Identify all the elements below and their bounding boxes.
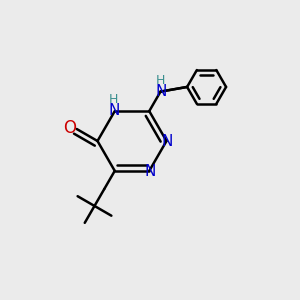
- Text: H: H: [156, 74, 166, 87]
- Text: N: N: [162, 134, 173, 148]
- Text: O: O: [64, 119, 76, 137]
- Text: N: N: [155, 84, 166, 99]
- Text: N: N: [145, 164, 156, 179]
- Text: H: H: [109, 93, 119, 106]
- Text: N: N: [108, 103, 119, 118]
